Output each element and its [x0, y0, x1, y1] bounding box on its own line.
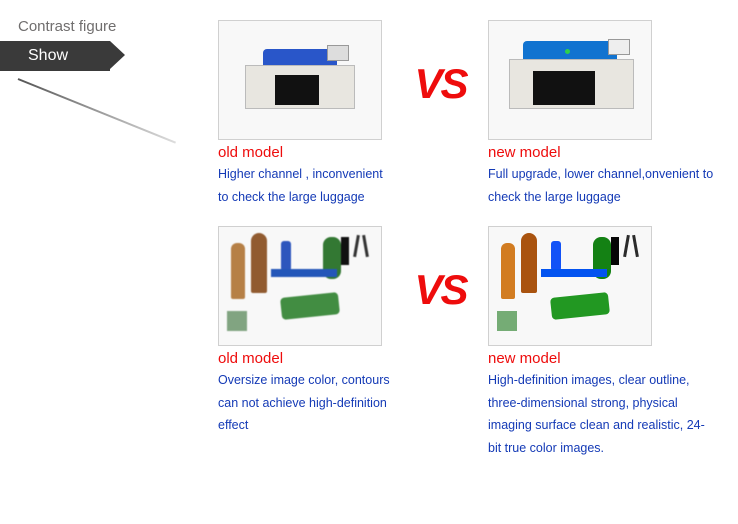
- desc-new-2: High-definition images, clear outline, t…: [488, 369, 716, 459]
- cell-row1-new: new model Full upgrade, lower channel,on…: [488, 20, 718, 208]
- xray-old-icon: [225, 233, 375, 339]
- label-new-2: new model: [488, 350, 718, 367]
- xray-new-icon: [495, 233, 645, 339]
- header-block: Contrast figure Show: [0, 18, 200, 71]
- vs-text-2: VS: [414, 266, 466, 314]
- image-new-scanner: [488, 20, 652, 140]
- divider-line: [18, 78, 176, 144]
- desc-new-1: Full upgrade, lower channel,onvenient to…: [488, 163, 716, 208]
- cell-row1-old: old model Higher channel , inconvenient …: [218, 20, 393, 208]
- label-old-1: old model: [218, 144, 393, 161]
- cell-row2-old: old model Oversize image color, contours…: [218, 226, 393, 459]
- image-old-xray: [218, 226, 382, 346]
- scanner-new-icon: [509, 41, 634, 123]
- desc-old-1: Higher channel , inconvenient to check t…: [218, 163, 393, 208]
- header-title: Contrast figure: [0, 18, 200, 35]
- scanner-old-icon: [245, 49, 355, 121]
- vs-row1: VS: [393, 20, 488, 208]
- cell-row2-new: new model High-definition images, clear …: [488, 226, 718, 459]
- vs-text-1: VS: [414, 60, 466, 108]
- label-old-2: old model: [218, 350, 393, 367]
- image-old-scanner: [218, 20, 382, 140]
- image-new-xray: [488, 226, 652, 346]
- comparison-grid: old model Higher channel , inconvenient …: [218, 20, 718, 459]
- label-new-1: new model: [488, 144, 718, 161]
- show-label: Show: [0, 41, 110, 71]
- desc-old-2: Oversize image color, contours can not a…: [218, 369, 393, 437]
- vs-row2: VS: [393, 226, 488, 459]
